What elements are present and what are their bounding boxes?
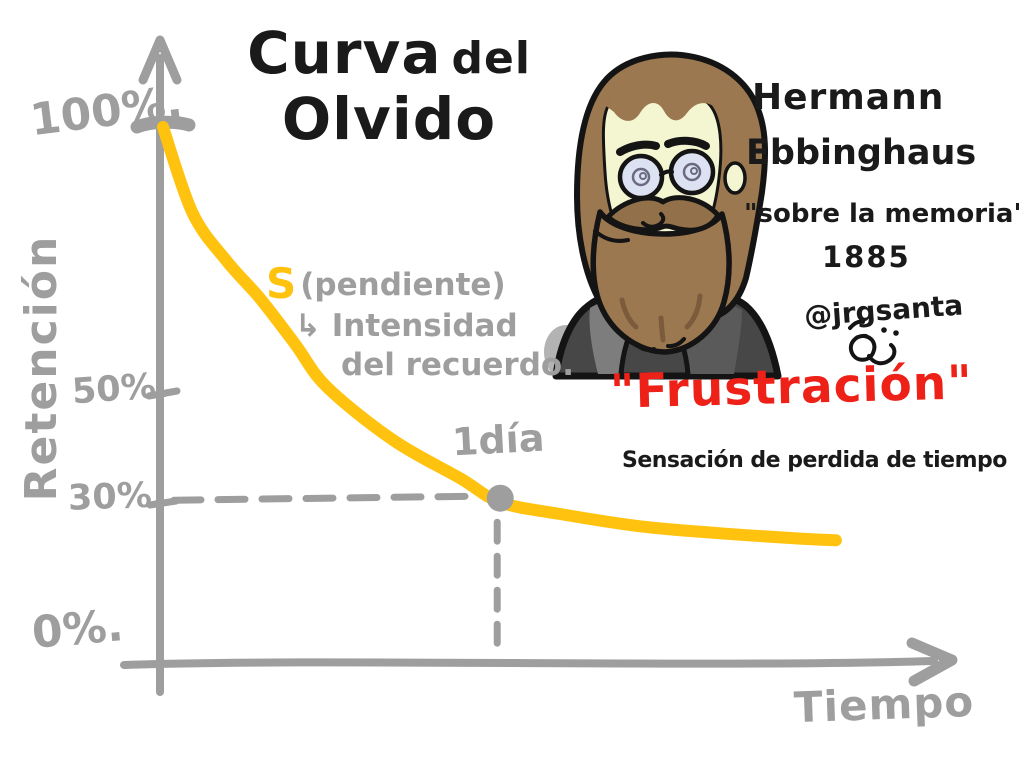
eye-right-pupil (690, 167, 698, 175)
chart-title-word1: Curva (247, 19, 442, 87)
y-axis-label: Retención (16, 234, 67, 502)
slope-annotation-line3: del recuerdo. (341, 347, 574, 383)
doodle-dot-1 (881, 327, 887, 333)
y-tick-label-50: 50%. (70, 365, 171, 413)
eyebrow-right (664, 136, 710, 150)
guide-line-horizontal (170, 492, 480, 504)
eyebrow-left (616, 140, 660, 156)
x-axis-label: Tiempo (793, 676, 976, 733)
slope-pendiente: (pendiente) (300, 267, 506, 303)
doodle-accent (848, 319, 865, 330)
axis-tick-50 (145, 387, 181, 400)
y-tick-label-30: 30%. (67, 475, 166, 519)
chin-squiggle-1 (634, 342, 656, 352)
person-name-line2: Ebbinghaus (746, 133, 977, 173)
forgetting-curve (157, 121, 842, 547)
chart-title-word2: del (451, 33, 531, 84)
slope-s-symbol: S (266, 259, 297, 308)
eye-right (682, 162, 702, 182)
chart-title-word3: Olvido (281, 85, 497, 153)
mustache-curl (641, 212, 666, 229)
x-axis (120, 657, 938, 669)
y-tick-label-0: 0%. (29, 600, 126, 659)
hermann-ebbinghaus-portrait (544, 51, 782, 380)
signature-doodle-icon (848, 319, 899, 366)
y-axis-arrowhead-icon (138, 35, 182, 85)
chart-title: Curva del Olvido (228, 24, 550, 148)
hair-fringe (606, 84, 716, 121)
slope-annotation-line1: S (pendiente) (266, 263, 506, 305)
beard-strand-3 (658, 315, 666, 343)
one-day-marker-label: 1día (450, 415, 546, 465)
eye-left-pupil (639, 172, 647, 180)
whisker-left (593, 229, 630, 243)
eye-left (631, 167, 651, 187)
doodle-tail (867, 343, 897, 366)
doodle-loop (848, 333, 877, 362)
work-title: "sobre la memoria" (744, 199, 1020, 229)
work-year: 1885 (822, 240, 911, 274)
frustration-caption: Sensación de perdida de tiempo (622, 448, 1007, 473)
ear-right (723, 161, 747, 195)
frustration-quote: "Frustración" (609, 355, 974, 420)
beard-strand-1 (619, 297, 639, 330)
chin-squiggle-2 (666, 337, 686, 349)
glasses-bridge (659, 169, 674, 177)
slope-annotation-line2: ↳ Intensidad (295, 308, 518, 344)
doodle-dot-2 (893, 330, 899, 336)
person-name-line1: Hermann (752, 77, 945, 118)
one-day-marker-dot (486, 484, 514, 512)
x-axis-arrowhead-icon (906, 637, 958, 687)
beard-strand-2 (684, 293, 703, 330)
